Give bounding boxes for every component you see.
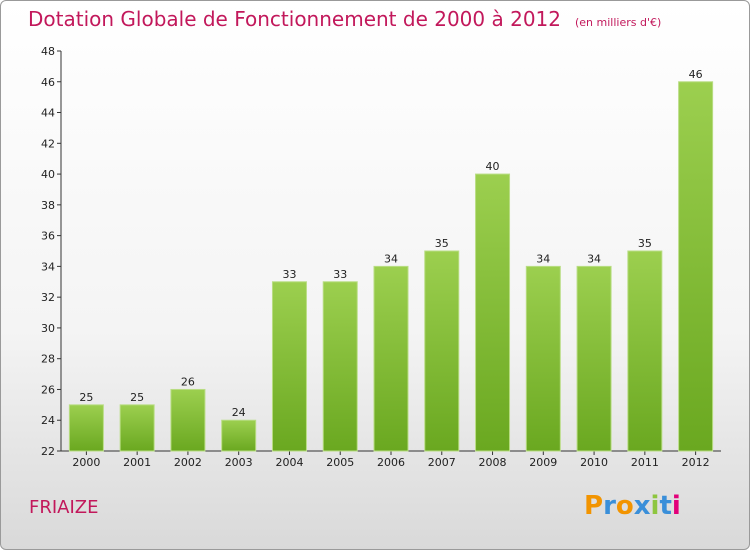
data-label: 35 [435,237,449,250]
data-label: 33 [282,268,296,281]
x-tick-label: 2002 [174,456,202,469]
data-label: 40 [486,160,500,173]
x-tick-label: 2011 [631,456,659,469]
logo-letter: P [584,491,604,521]
x-tick-label: 2008 [479,456,507,469]
data-label: 25 [130,391,144,404]
commune-name: FRIAIZE [29,497,99,518]
y-tick-label: 46 [41,76,55,89]
x-tick-label: 2003 [225,456,253,469]
y-tick-label: 32 [41,291,55,304]
logo-letter: i [650,491,660,521]
data-label: 34 [384,252,398,265]
logo-letter: r [603,491,616,521]
y-tick-label: 48 [41,45,55,58]
chart-title: Dotation Globale de Fonctionnement de 20… [28,7,661,31]
data-label: 33 [333,268,347,281]
bar [525,265,561,452]
x-tick-label: 2000 [72,456,100,469]
x-tick-label: 2009 [529,456,557,469]
bar [475,173,511,452]
data-label: 34 [587,252,601,265]
bar [322,281,358,452]
bars [68,81,714,452]
proxiti-logo[interactable]: Proxiti [584,491,681,521]
data-label: 25 [79,391,93,404]
chart-title-text: Dotation Globale de Fonctionnement de 20… [28,7,561,31]
axes: 22 24 26 28 30 32 34 36 38 40 42 44 46 48 [41,45,721,458]
y-tick-label: 44 [41,107,55,120]
logo-letter: i [671,491,681,521]
data-label: 24 [232,406,246,419]
data-label: 26 [181,375,195,388]
y-tick-label: 36 [41,230,55,243]
bar [424,250,460,452]
y-tick-label: 38 [41,199,55,212]
bar [68,404,104,452]
data-label: 46 [689,68,703,81]
bar [119,404,155,452]
x-tick-label: 2007 [428,456,456,469]
bar [576,265,612,452]
y-tick-label: 24 [41,414,55,427]
data-label: 35 [638,237,652,250]
bar [221,419,257,452]
bar [627,250,663,452]
bar [170,388,206,452]
logo-letter: x [633,491,651,521]
y-tick-label: 42 [41,137,55,150]
x-tick-label: 2010 [580,456,608,469]
y-tick-label: 34 [41,260,55,273]
labels: 25 2000 25 2001 26 2002 24 2003 33 2004 33 2005 34 20… [72,68,709,469]
x-tick-label: 2005 [326,456,354,469]
y-tick-label: 40 [41,168,55,181]
x-tick-label: 2012 [682,456,710,469]
bar [678,81,714,452]
bar [271,281,307,452]
x-tick-label: 2001 [123,456,151,469]
y-tick-label: 22 [41,445,55,458]
x-tick-label: 2006 [377,456,405,469]
y-tick-label: 26 [41,383,55,396]
data-label: 34 [536,252,550,265]
x-tick-label: 2004 [275,456,303,469]
bar [373,265,409,452]
logo-letter: o [615,491,634,521]
chart-subtitle: (en milliers d'€) [575,16,662,29]
y-tick-label: 30 [41,322,55,335]
logo-letter: t [659,491,672,521]
y-tick-label: 28 [41,353,55,366]
